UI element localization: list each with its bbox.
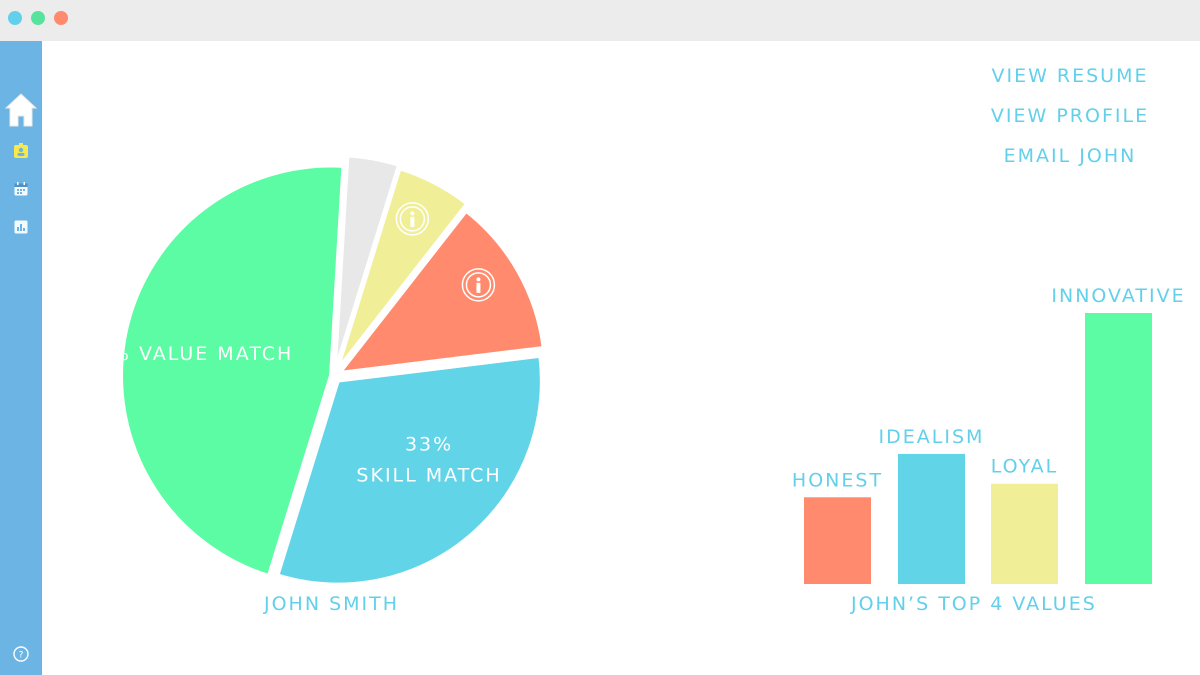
bar-label: INNOVATIVE	[1051, 285, 1185, 307]
id-badge-icon[interactable]	[14, 143, 28, 158]
window-close-button[interactable]	[8, 11, 22, 25]
pie-slice-label: 33%	[405, 434, 453, 456]
pie-slice-label: 48% VALUE MATCH	[83, 343, 294, 365]
email-john-link[interactable]: EMAIL JOHN	[1003, 145, 1137, 167]
action-links: VIEW RESUME VIEW PROFILE EMAIL JOHN	[980, 56, 1160, 176]
candidate-name: JOHN SMITH	[264, 593, 400, 615]
bar-label: HONEST	[792, 469, 883, 491]
view-resume-link[interactable]: VIEW RESUME	[991, 65, 1149, 87]
help-icon-label: ?	[19, 651, 24, 661]
window-maximize-button[interactable]	[54, 11, 68, 25]
bar-label: IDEALISM	[879, 426, 985, 448]
bar-innovative[interactable]	[1085, 313, 1152, 584]
pie-slice[interactable]	[334, 165, 471, 372]
home-icon[interactable]	[4, 92, 38, 128]
match-pie-chart: 33% SKILL MATCH 48% VALUE MATCH	[83, 153, 546, 587]
info-icon[interactable]	[461, 268, 496, 302]
pie-slice[interactable]	[334, 207, 546, 376]
pie-slice-label: SKILL MATCH	[356, 465, 501, 487]
sidebar: ?	[0, 41, 42, 675]
bar-chart-icon[interactable]	[14, 220, 28, 234]
bar-idealism[interactable]	[898, 453, 965, 584]
calendar-icon[interactable]	[14, 182, 28, 196]
pie-slice[interactable]	[332, 153, 402, 374]
window-titlebar	[0, 0, 1200, 41]
bar-label: LOYAL	[991, 456, 1059, 478]
bar-honest[interactable]	[804, 497, 871, 584]
pie-slice[interactable]	[119, 163, 346, 579]
bar-loyal[interactable]	[991, 483, 1058, 584]
pie-slice[interactable]	[274, 353, 544, 587]
view-profile-link[interactable]: VIEW PROFILE	[990, 105, 1150, 127]
info-icon[interactable]	[395, 202, 430, 236]
window-minimize-button[interactable]	[31, 11, 45, 25]
top-values-title: JOHN’S TOP 4 VALUES	[851, 593, 1097, 615]
help-icon[interactable]: ?	[13, 646, 29, 662]
